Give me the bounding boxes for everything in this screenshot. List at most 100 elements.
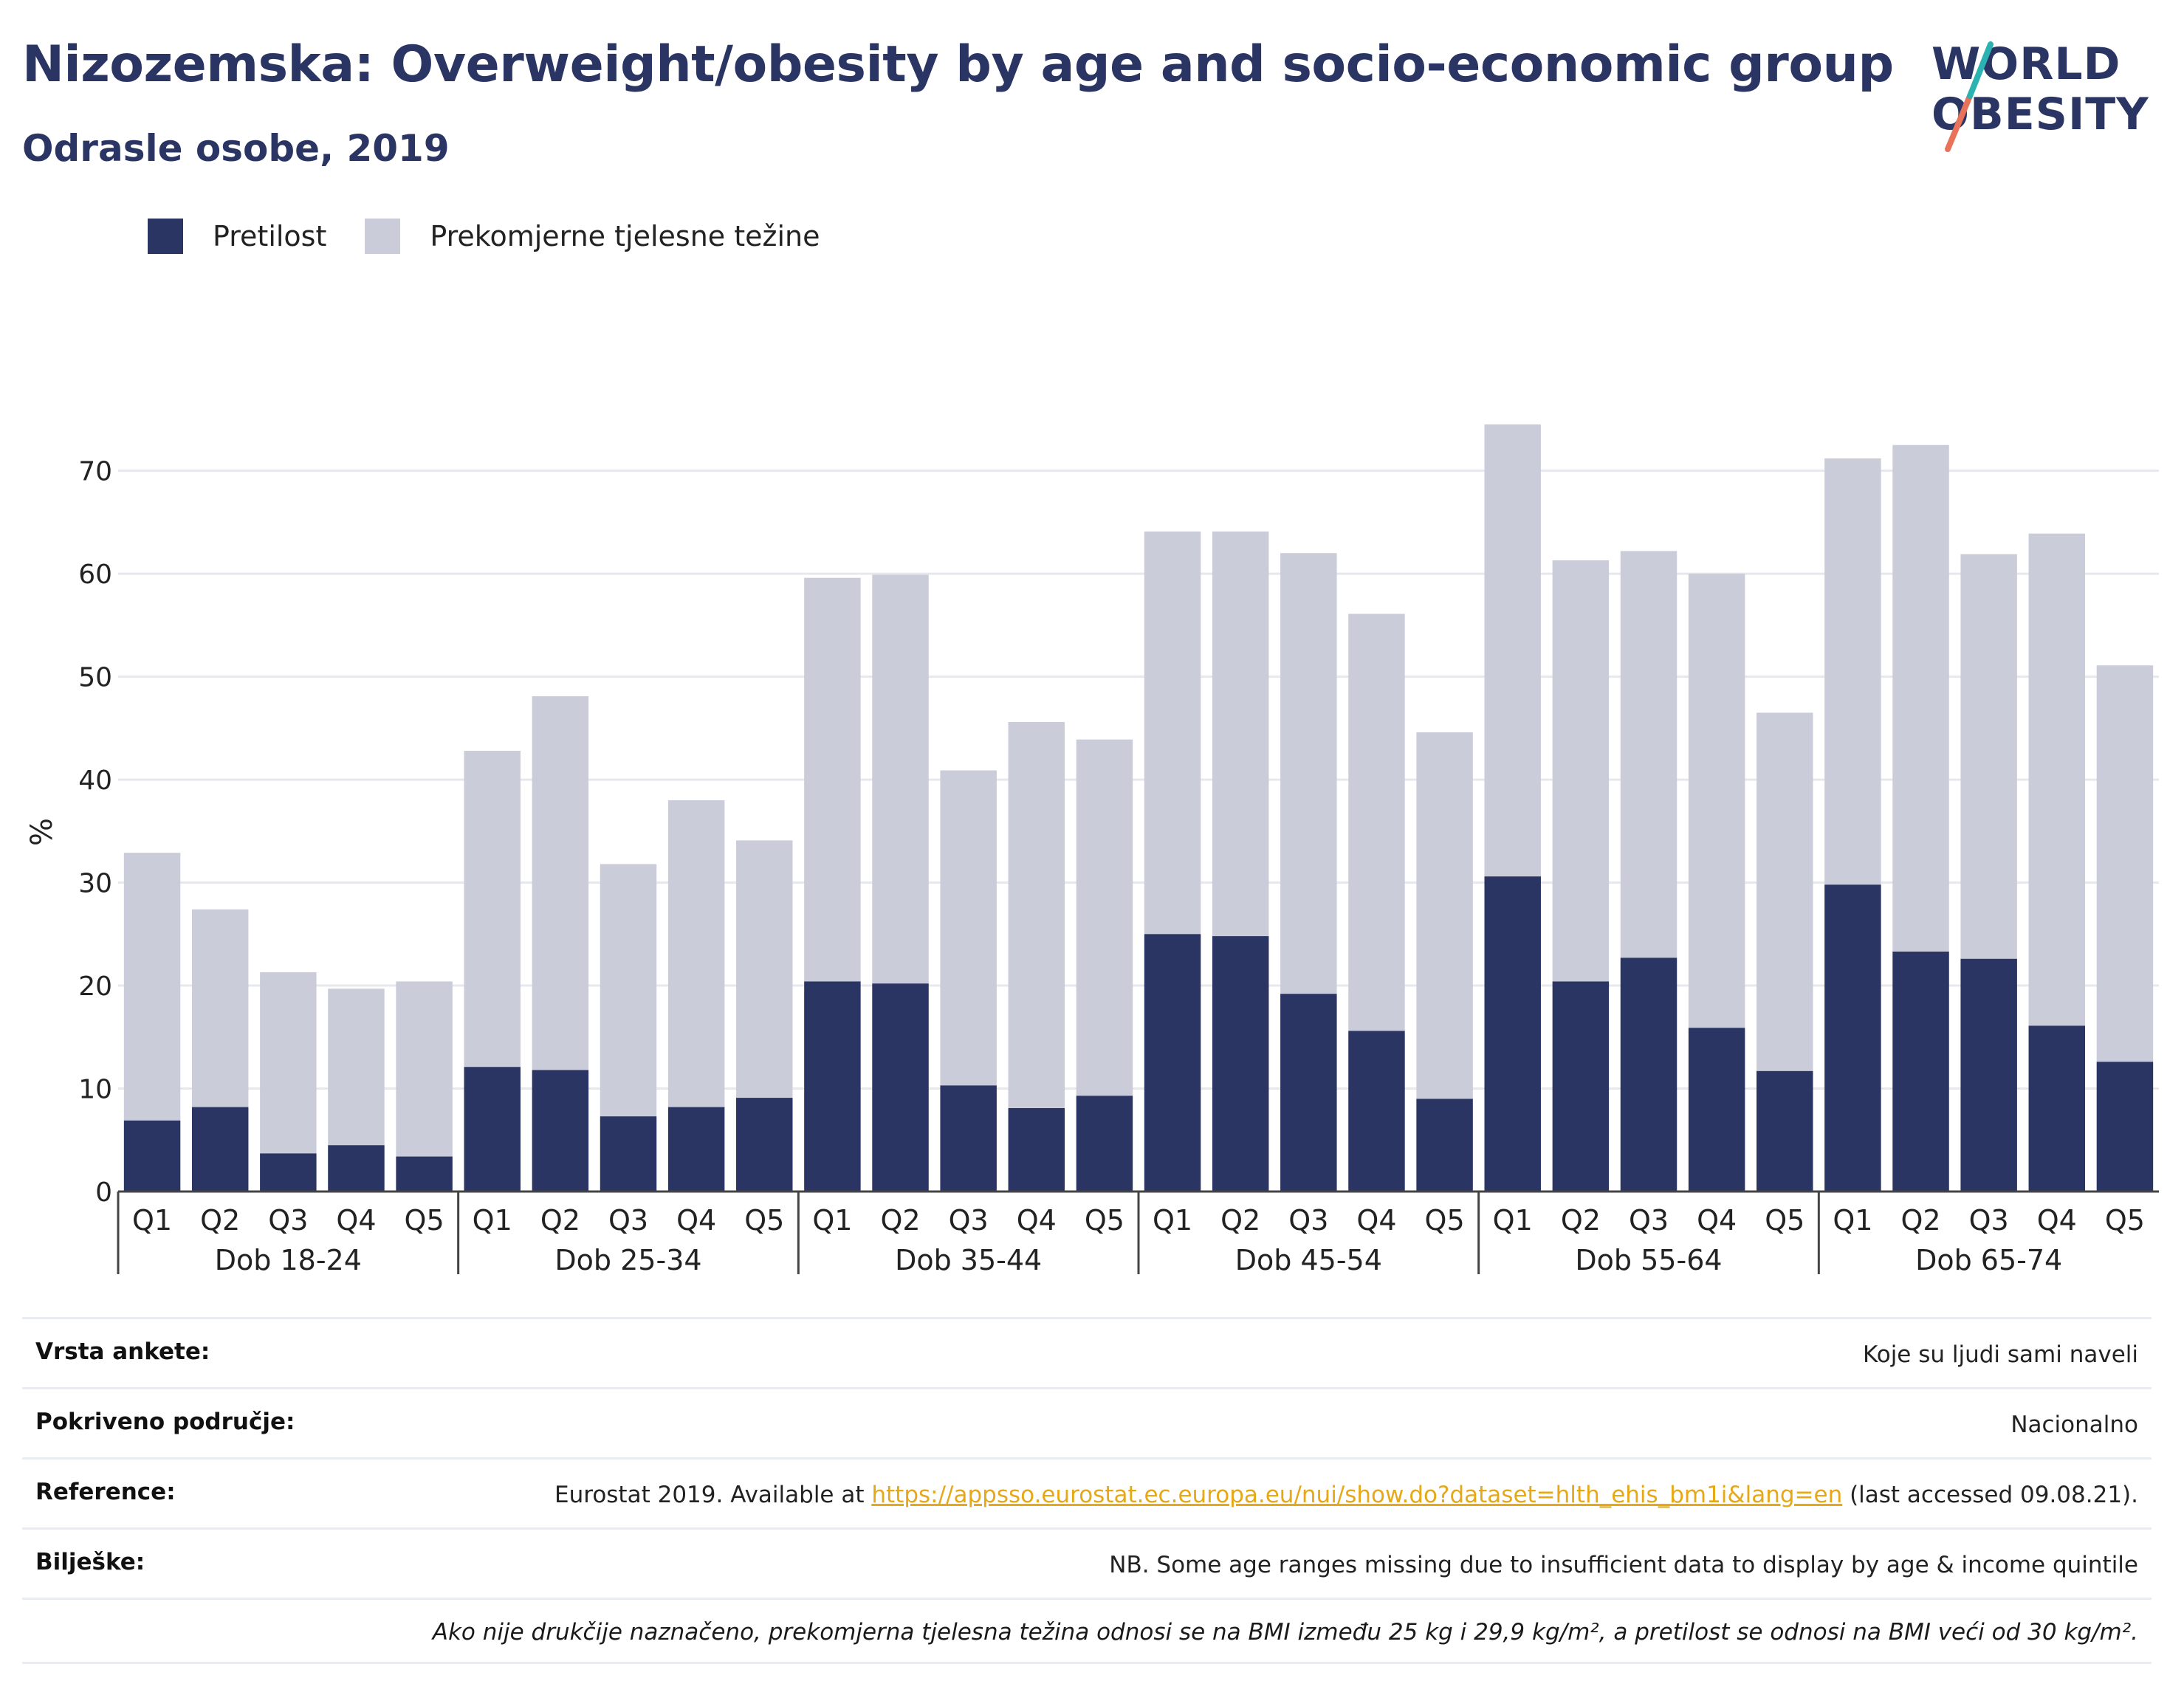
y-tick-label: 50 [78, 663, 112, 693]
bar-obesity [1212, 936, 1269, 1192]
definition-note: Ako nije drukčije naznačeno, prekomjerna… [432, 1619, 2138, 1646]
legend-label-obesity: Pretilost [213, 220, 327, 252]
bar-obesity [123, 1120, 181, 1192]
x-tick-label: Q3 [268, 1204, 308, 1237]
meta-label: Vrsta ankete: [35, 1338, 210, 1365]
x-tick-label: Q1 [1493, 1204, 1533, 1237]
bar-obesity [2028, 1025, 2086, 1192]
bar-obesity [1552, 981, 1610, 1192]
y-tick-label: 0 [95, 1177, 112, 1208]
meta-row-reference: Reference: Eurostat 2019. Available at h… [22, 1457, 2152, 1527]
bar-obesity [328, 1145, 385, 1192]
bar-obesity [1960, 958, 2017, 1192]
meta-value: NB. Some age ranges missing due to insuf… [1109, 1552, 2138, 1578]
x-group-label: Dob 35-44 [895, 1244, 1042, 1276]
bar-obesity [260, 1153, 317, 1192]
bar-obesity [396, 1156, 453, 1192]
x-tick-label: Q2 [540, 1204, 580, 1237]
chart-subtitle: Odrasle osobe, 2019 [22, 127, 450, 170]
bar-overweight [2028, 533, 2086, 1026]
x-tick-label: Q5 [1765, 1204, 1804, 1237]
meta-value: Koje su ljudi sami naveli [1862, 1341, 2138, 1368]
bar-overweight [1416, 732, 1473, 1099]
chart-legend: Pretilost Prekomjerne tjelesne težine [148, 219, 859, 254]
x-tick-label: Q2 [200, 1204, 240, 1237]
bar-overweight [1620, 551, 1678, 958]
x-tick-label: Q4 [1017, 1204, 1057, 1237]
chart-title: Nizozemska: Overweight/obesity by age an… [22, 35, 1894, 94]
bar-obesity [1280, 994, 1337, 1192]
bar-obesity [872, 983, 929, 1192]
bar-overweight [804, 577, 861, 982]
meta-value: Eurostat 2019. Available at https://apps… [554, 1479, 2138, 1511]
bar-overweight [1960, 554, 2017, 959]
x-tick-label: Q4 [2037, 1204, 2077, 1237]
x-tick-label: Q4 [336, 1204, 376, 1237]
bar-overweight [1348, 613, 1405, 1031]
legend-swatch-obesity [148, 219, 183, 254]
x-tick-label: Q2 [1900, 1204, 1940, 1237]
bar-overweight [1824, 458, 1881, 885]
x-tick-label: Q5 [405, 1204, 444, 1237]
reference-link[interactable]: https://appsso.eurostat.ec.europa.eu/nui… [871, 1482, 1843, 1508]
bar-overweight [872, 574, 929, 984]
y-tick-label: 70 [78, 457, 112, 487]
bar-obesity [1348, 1031, 1405, 1192]
bar-overweight [532, 696, 589, 1070]
y-tick-label: 60 [78, 560, 112, 590]
bar-overweight [396, 981, 453, 1157]
bar-overweight [123, 853, 181, 1121]
x-group-label: Dob 18-24 [215, 1244, 362, 1276]
bar-obesity [667, 1107, 725, 1192]
bar-obesity [1416, 1099, 1473, 1192]
bar-overweight [1484, 424, 1541, 877]
x-tick-label: Q2 [1220, 1204, 1260, 1237]
bar-overweight [328, 989, 385, 1146]
x-tick-label: Q2 [1561, 1204, 1601, 1237]
x-tick-label: Q4 [1356, 1204, 1396, 1237]
bar-overweight [1757, 712, 1813, 1071]
meta-label: Bilješke: [35, 1549, 145, 1575]
bar-obesity [1620, 957, 1678, 1192]
meta-label: Reference: [35, 1479, 176, 1505]
bar-obesity [191, 1107, 249, 1192]
logo-line-1: WORLD [1931, 38, 2121, 90]
bar-overweight [940, 770, 997, 1086]
x-tick-label: Q1 [1153, 1204, 1192, 1237]
x-tick-label: Q1 [812, 1204, 852, 1237]
y-tick-label: 20 [78, 972, 112, 1002]
legend-label-overweight: Prekomjerne tjelesne težine [430, 220, 820, 252]
x-group-label: Dob 45-54 [1235, 1244, 1382, 1276]
bar-obesity [1688, 1028, 1745, 1192]
legend-item-overweight[interactable]: Prekomjerne tjelesne težine [365, 219, 820, 254]
bar-overweight [464, 751, 521, 1067]
y-tick-label: 10 [78, 1075, 112, 1105]
bar-overweight [667, 800, 725, 1107]
x-tick-label: Q1 [473, 1204, 512, 1237]
bar-overweight [260, 972, 317, 1154]
legend-swatch-overweight [365, 219, 401, 254]
bar-obesity [1008, 1108, 1065, 1192]
y-tick-label: 40 [78, 766, 112, 796]
x-tick-label: Q4 [1697, 1204, 1737, 1237]
world-obesity-logo: WORLD OBESITY [1927, 38, 2163, 157]
bar-overweight [1076, 739, 1133, 1096]
x-tick-label: Q3 [949, 1204, 989, 1237]
bar-overweight [736, 840, 793, 1099]
x-tick-label: Q5 [2105, 1204, 2145, 1237]
bar-overweight [1552, 560, 1610, 982]
x-tick-label: Q5 [1085, 1204, 1124, 1237]
bar-overweight [1212, 531, 1269, 937]
bar-obesity [1892, 952, 1949, 1192]
x-tick-label: Q1 [132, 1204, 172, 1237]
meta-row-coverage: Pokriveno područje: Nacionalno [22, 1387, 2152, 1457]
bar-obesity [2096, 1062, 2154, 1192]
meta-label: Pokriveno područje: [35, 1409, 295, 1435]
bar-obesity [464, 1067, 521, 1192]
x-tick-label: Q5 [1425, 1204, 1465, 1237]
bar-obesity [736, 1098, 793, 1192]
reference-suffix: (last accessed 09.08.21). [1842, 1482, 2138, 1508]
bar-obesity [600, 1116, 657, 1192]
legend-item-obesity[interactable]: Pretilost [148, 219, 326, 254]
metadata-table: Vrsta ankete: Koje su ljudi sami naveli … [22, 1317, 2152, 1664]
